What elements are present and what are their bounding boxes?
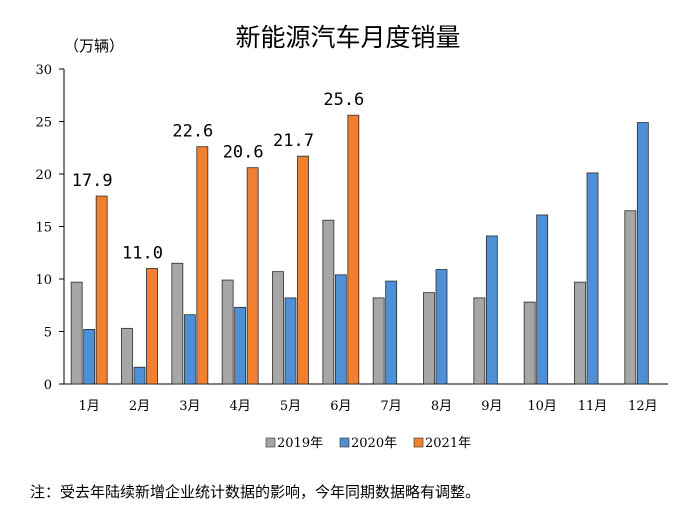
bar [121, 327, 133, 385]
bar [171, 262, 184, 385]
axes: 0 5 10 15 20 25 30 1月 2月 3月 4月 5月 6月 7月 8月 9月 10月 11月 12月 [35, 63, 668, 414]
data-label: 11.0 [122, 244, 163, 264]
bar [83, 328, 96, 385]
bar [322, 219, 335, 385]
bar [246, 167, 259, 385]
y-tick-label: 5 [44, 326, 52, 341]
bar [95, 195, 108, 385]
bar [574, 281, 586, 385]
x-tick-label: 1月 [79, 399, 100, 414]
y-tick-label: 0 [44, 378, 52, 393]
y-tick-label: 20 [35, 168, 52, 183]
bar [272, 271, 284, 385]
legend-swatch [265, 437, 276, 448]
bar [586, 172, 599, 385]
data-label: 17.9 [72, 171, 113, 191]
bar [284, 297, 297, 385]
bar [133, 366, 146, 385]
data-label: 22.6 [172, 122, 213, 142]
legend-swatch [413, 437, 424, 448]
data-labels: 17.9 11.0 22.6 20.6 21.7 25.6 [72, 90, 365, 263]
y-unit-label: （万辆） [64, 37, 124, 55]
bar [435, 269, 448, 385]
bar [523, 301, 536, 385]
bar [624, 210, 637, 385]
bar [70, 281, 83, 385]
bar [221, 279, 234, 385]
y-tick-label: 30 [35, 63, 52, 78]
x-tick-label: 9月 [481, 399, 502, 414]
x-tick-label: 6月 [330, 399, 351, 414]
x-tick-label: 3月 [179, 399, 200, 414]
x-tick-label: 7月 [381, 399, 402, 414]
legend-label: 2021年 [425, 436, 471, 451]
x-tick-label: 4月 [230, 399, 251, 414]
legend-swatch [339, 437, 350, 448]
data-label: 20.6 [223, 143, 264, 163]
legend: 2019年 2020年 2021年 [265, 436, 471, 451]
y-tick-label: 15 [35, 221, 52, 236]
bar [385, 280, 398, 385]
bar [473, 297, 486, 385]
x-tick-label: 10月 [527, 399, 557, 414]
bars [70, 114, 649, 385]
x-tick-label: 2月 [129, 399, 150, 414]
bar [347, 114, 360, 385]
bar [196, 146, 209, 385]
bar [423, 292, 435, 385]
data-label: 21.7 [273, 131, 314, 151]
chart-title: 新能源汽车月度销量 [235, 23, 460, 52]
bar [485, 235, 498, 385]
y-tick-label: 10 [35, 273, 52, 288]
x-tick-label: 8月 [431, 399, 452, 414]
footnote: 注：受去年陆续新增企业统计数据的影响，今年同期数据略有调整。 [30, 483, 480, 501]
bar [297, 155, 309, 385]
bar [334, 274, 347, 385]
data-label: 25.6 [323, 90, 364, 110]
bar [183, 314, 196, 385]
legend-label: 2019年 [277, 436, 323, 451]
y-tick-label: 25 [35, 116, 52, 131]
bar [146, 268, 158, 385]
legend-label: 2020年 [351, 436, 397, 451]
bar [536, 214, 549, 385]
x-tick-label: 5月 [280, 399, 301, 414]
bar [234, 306, 247, 385]
x-tick-label: 11月 [578, 399, 608, 414]
bar [636, 122, 649, 385]
bar [372, 297, 385, 385]
x-tick-label: 12月 [628, 399, 658, 414]
